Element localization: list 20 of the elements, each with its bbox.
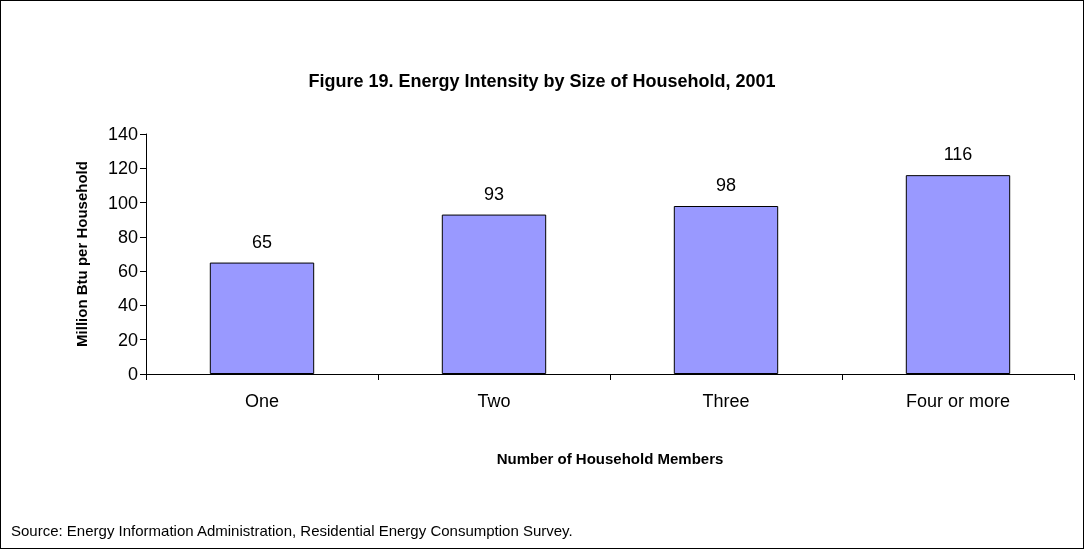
y-tick-label: 40 [117,295,138,316]
x-tick-label: Four or more [905,391,1011,411]
chart-title: Figure 19. Energy Intensity by Size of Household, 2001 [308,71,776,91]
y-tick-label: 60 [117,261,138,282]
x-tick-label: One [244,391,280,411]
x-axis-title: Number of Household Members [496,450,724,467]
y-tick-label: 80 [117,226,138,247]
y-tick-label: 0 [127,364,138,384]
y-tick-label: 120 [107,158,138,179]
source-note: Source: Energy Information Administration, Residential Energy Consumption Survey. [11,522,573,539]
data-label: 98 [715,175,737,195]
data-label: 93 [483,183,505,204]
x-tick-label: Three [702,391,750,411]
y-axis-title: Million Btu per Household [73,161,90,347]
x-tick-label: Two [477,391,511,411]
y-tick-label: 140 [107,124,138,144]
data-label: 65 [251,231,273,252]
y-tick-label: 100 [107,192,138,213]
y-tick-label: 20 [117,329,138,350]
data-label: 116 [943,144,973,165]
